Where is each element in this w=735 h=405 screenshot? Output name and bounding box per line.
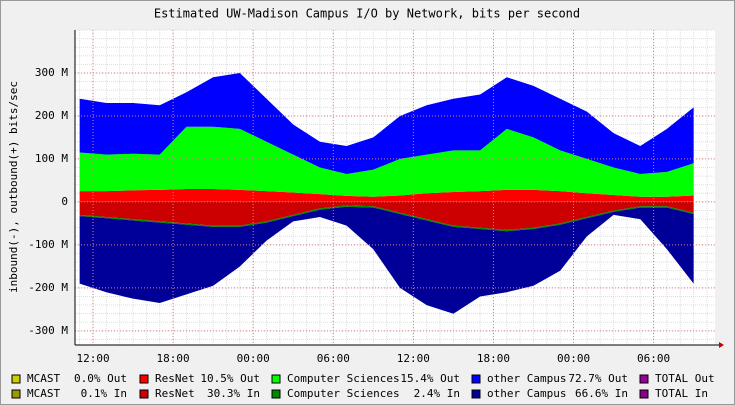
legend-stat: 30.3% In (207, 387, 260, 400)
y-tick-label: 300 M (35, 66, 68, 79)
legend-swatch (11, 374, 21, 384)
area (79, 205, 694, 232)
legend-stat: 66.6% In (575, 387, 628, 400)
legend-swatch (11, 389, 21, 399)
x-tick-label: 18:00 (477, 352, 510, 365)
legend-name: other Campus (487, 372, 566, 385)
x-tick-label: 12:00 (397, 352, 430, 365)
legend-swatch (139, 374, 149, 384)
legend-stat: 2.4% In (414, 387, 460, 400)
y-tick-label: 100 M (35, 152, 68, 165)
x-tick-label: 06:00 (637, 352, 670, 365)
y-tick-label: -200 M (28, 281, 68, 294)
legend-swatch (271, 389, 281, 399)
area (79, 72, 694, 174)
y-tick-label: 0 (61, 195, 68, 208)
legend-swatch (471, 374, 481, 384)
legend-name: ResNet (155, 372, 195, 385)
legend-swatch (139, 389, 149, 399)
chart-title: Estimated UW-Madison Campus I/O by Netwo… (154, 7, 580, 21)
legend-name: TOTAL In (655, 387, 708, 400)
legend-name: TOTAL Out (655, 372, 715, 385)
legend-stat: 10.5% Out (200, 372, 260, 385)
x-tick-label: 12:00 (76, 352, 109, 365)
x-tick-label: 00:00 (557, 352, 590, 365)
legend-swatch (639, 374, 649, 384)
y-tick-label: -100 M (28, 238, 68, 251)
x-tick-label: 06:00 (317, 352, 350, 365)
legend-name: Computer Sciences (287, 372, 400, 385)
x-tick-label: 00:00 (237, 352, 270, 365)
axis-arrow (719, 342, 724, 348)
legend-stat: 0.1% In (81, 387, 127, 400)
legend-name: MCAST (27, 387, 60, 400)
legend-name: Computer Sciences (287, 387, 400, 400)
y-tick-label: 200 M (35, 109, 68, 122)
legend-stat: 72.7% Out (568, 372, 628, 385)
y-tick-label: -300 M (28, 324, 68, 337)
area (79, 126, 694, 197)
legend-name: MCAST (27, 372, 60, 385)
x-tick-label: 18:00 (157, 352, 190, 365)
area (79, 189, 694, 202)
legend-swatch (271, 374, 281, 384)
area (79, 206, 694, 314)
legend-name: ResNet (155, 387, 195, 400)
area (79, 201, 694, 230)
legend-swatch (639, 389, 649, 399)
legend-name: other Campus (487, 387, 566, 400)
legend-swatch (471, 389, 481, 399)
legend-stat: 0.0% Out (74, 372, 127, 385)
legend-stat: 15.4% Out (400, 372, 460, 385)
y-axis-label: inbound(-), outbound(+) bits/sec (7, 81, 20, 293)
